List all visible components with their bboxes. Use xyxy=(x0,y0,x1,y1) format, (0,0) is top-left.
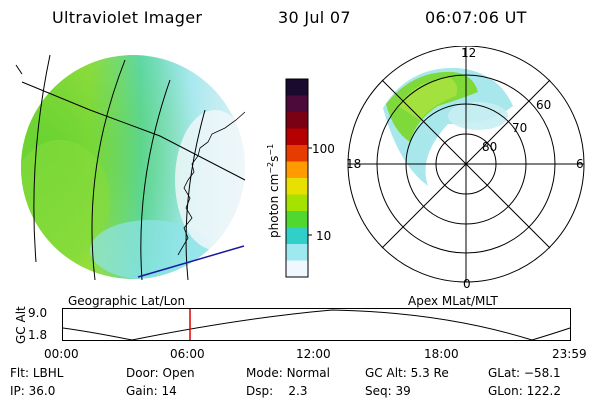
polar-emission-region xyxy=(383,67,513,186)
mlt-label-12: 12 xyxy=(461,46,477,60)
polar-mlat-mlt-panel xyxy=(347,46,585,283)
glon-readout: GLon: 122.2 xyxy=(488,384,561,398)
colorbar-band xyxy=(286,79,308,96)
mlat-label-60: 60 xyxy=(536,98,552,112)
mlt-label-6: 6 xyxy=(576,157,584,171)
coastline xyxy=(177,111,246,256)
colorbar-band xyxy=(286,194,308,212)
colorbar-tick-10: 10 xyxy=(316,229,332,243)
mlt-label-18: 18 xyxy=(346,157,362,171)
mlat-label-70: 70 xyxy=(512,121,528,135)
timeline-ytick-max: 9.0 xyxy=(28,306,48,320)
terminator-line xyxy=(137,245,245,278)
geo-emission-disk xyxy=(21,55,245,279)
colorbar-band xyxy=(286,161,308,179)
gain-readout: Gain: 14 xyxy=(126,384,177,398)
colorbar-band xyxy=(286,145,308,162)
timeline-xtick-0600: 06:00 xyxy=(170,347,205,361)
gc-alt-readout: GC Alt: 5.3 Re xyxy=(365,366,449,380)
colorbar-band xyxy=(286,244,308,261)
colorbar-band xyxy=(286,211,308,228)
ip-readout: IP: 36.0 xyxy=(10,384,56,398)
colorbar-band xyxy=(286,95,308,113)
door-readout: Door: Open xyxy=(126,366,195,380)
mlt-label-0: 0 xyxy=(463,277,471,291)
geo-graticule xyxy=(15,54,246,281)
seq-readout: Seq: 39 xyxy=(365,384,411,398)
colorbar-band xyxy=(286,178,308,195)
colorbar-band xyxy=(286,227,308,245)
colorbar-unit-label: photon cm−2s−1 xyxy=(266,143,281,238)
polar-grid xyxy=(347,46,585,283)
timeline-xtick-2359: 23:59 xyxy=(552,347,587,361)
geographic-image-panel xyxy=(15,54,246,281)
colorbar-band xyxy=(286,112,308,129)
geographic-panel-label: Geographic Lat/Lon xyxy=(68,294,186,308)
timeline-ytick-min: 1.8 xyxy=(28,328,48,342)
colorbar-band xyxy=(286,128,308,146)
altitude-curve xyxy=(62,309,571,341)
timeline-xtick-1200: 12:00 xyxy=(296,347,331,361)
app-title: Ultraviolet Imager xyxy=(52,8,203,27)
colorbar-band xyxy=(286,260,308,278)
colorbar-tick-100: 100 xyxy=(312,142,335,156)
observation-time: 06:07:06 UT xyxy=(425,8,527,27)
polar-panel-label: Apex MLat/MLT xyxy=(408,294,498,308)
timeline-ylabel: GC Alt xyxy=(14,306,28,344)
altitude-timeline-plot xyxy=(62,308,571,341)
color-scale-gradient xyxy=(286,79,308,278)
timeline-xtick-0000: 00:00 xyxy=(44,347,79,361)
filter-readout: Flt: LBHL xyxy=(10,366,64,380)
color-scale-bar xyxy=(285,78,312,278)
dsp-readout: Dsp: 2.3 xyxy=(246,384,308,398)
timeline-xtick-1800: 18:00 xyxy=(424,347,459,361)
observation-date: 30 Jul 07 xyxy=(278,8,351,27)
mode-readout: Mode: Normal xyxy=(246,366,330,380)
glat-readout: GLat: −58.1 xyxy=(488,366,561,380)
mlat-label-80: 80 xyxy=(482,140,498,154)
